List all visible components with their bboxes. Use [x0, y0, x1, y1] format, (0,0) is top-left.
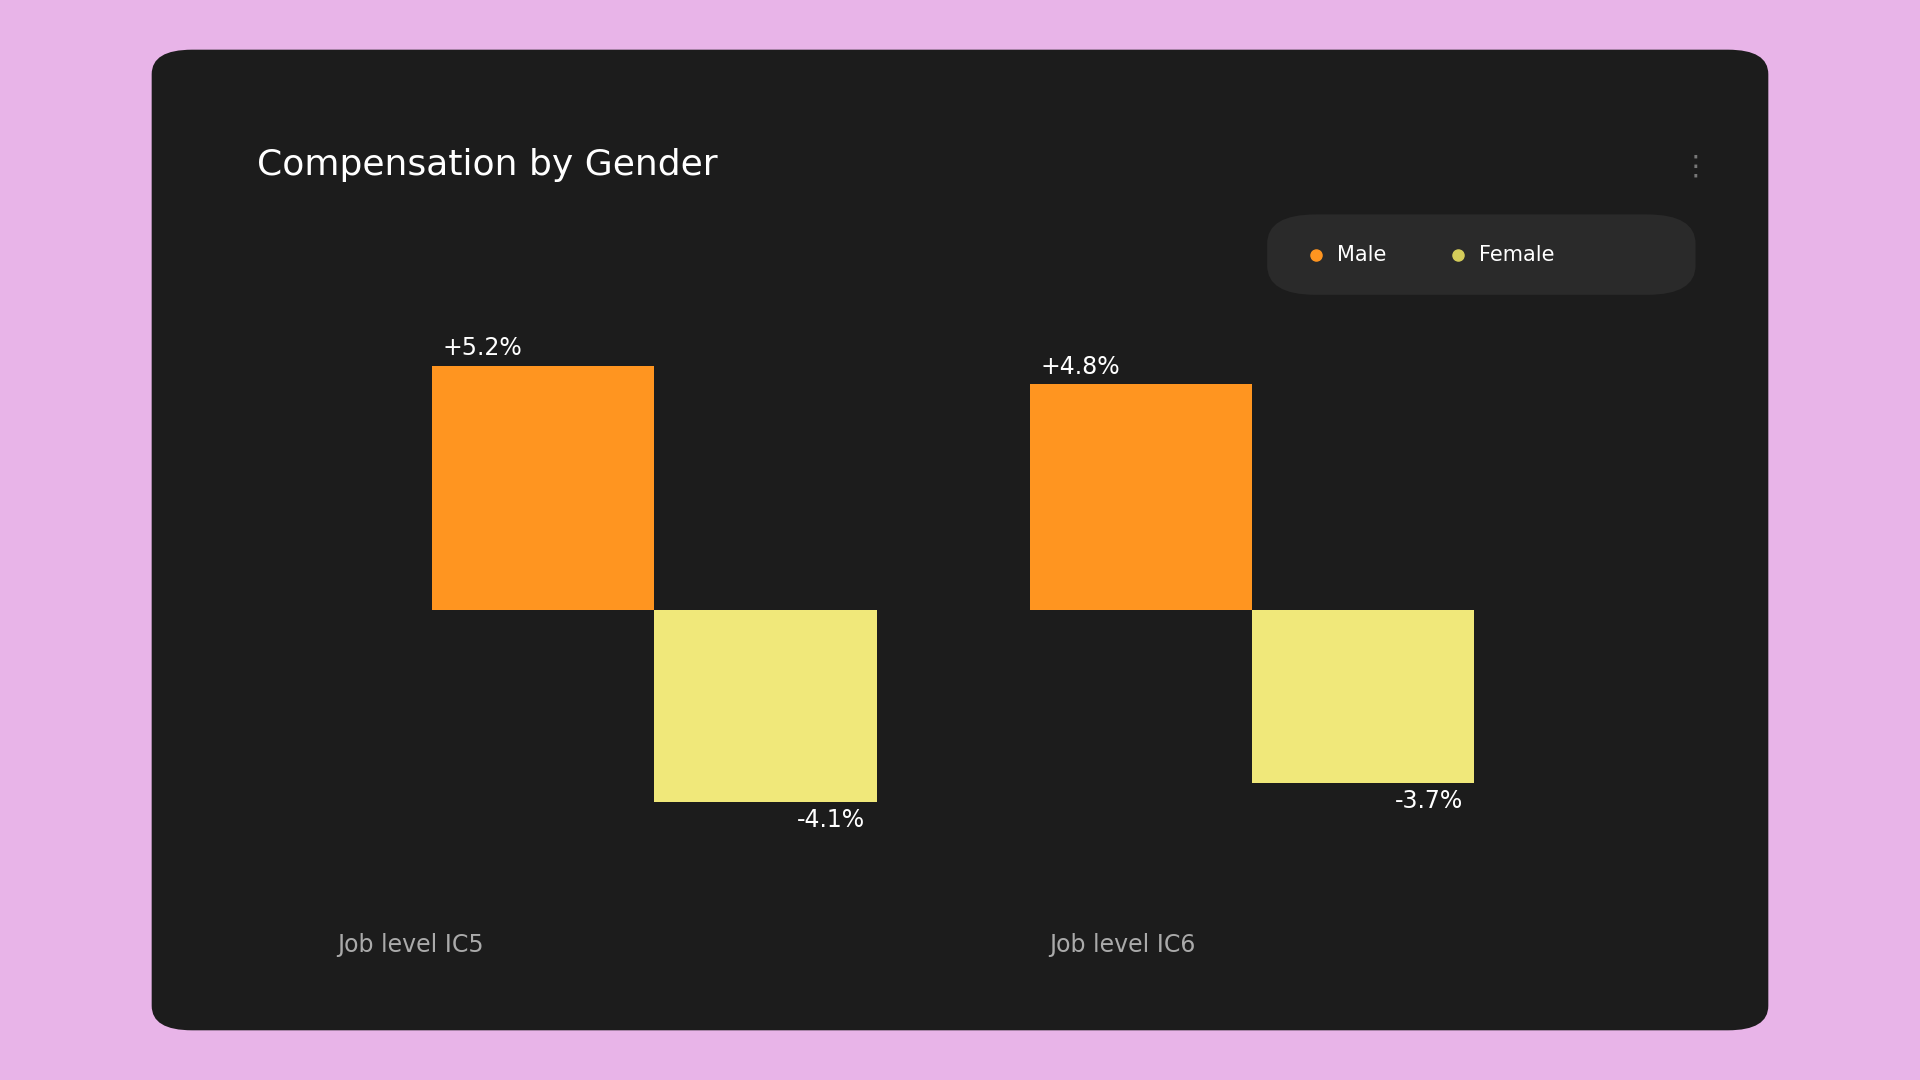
- Bar: [1029, 384, 1252, 610]
- Text: +4.8%: +4.8%: [1041, 355, 1119, 379]
- Text: Compensation by Gender: Compensation by Gender: [257, 148, 718, 181]
- FancyBboxPatch shape: [1267, 215, 1695, 295]
- FancyBboxPatch shape: [152, 50, 1768, 1030]
- Bar: [1252, 610, 1475, 783]
- Text: Female: Female: [1478, 245, 1555, 265]
- Text: Job level IC5: Job level IC5: [338, 933, 484, 957]
- Text: -3.7%: -3.7%: [1396, 789, 1463, 813]
- Text: Job level IC6: Job level IC6: [1048, 933, 1196, 957]
- Text: -4.1%: -4.1%: [797, 808, 866, 832]
- Text: ⋮: ⋮: [1682, 152, 1709, 180]
- Text: +5.2%: +5.2%: [444, 336, 522, 360]
- Bar: [655, 610, 877, 802]
- Bar: [432, 366, 655, 610]
- Text: Male: Male: [1336, 245, 1386, 265]
